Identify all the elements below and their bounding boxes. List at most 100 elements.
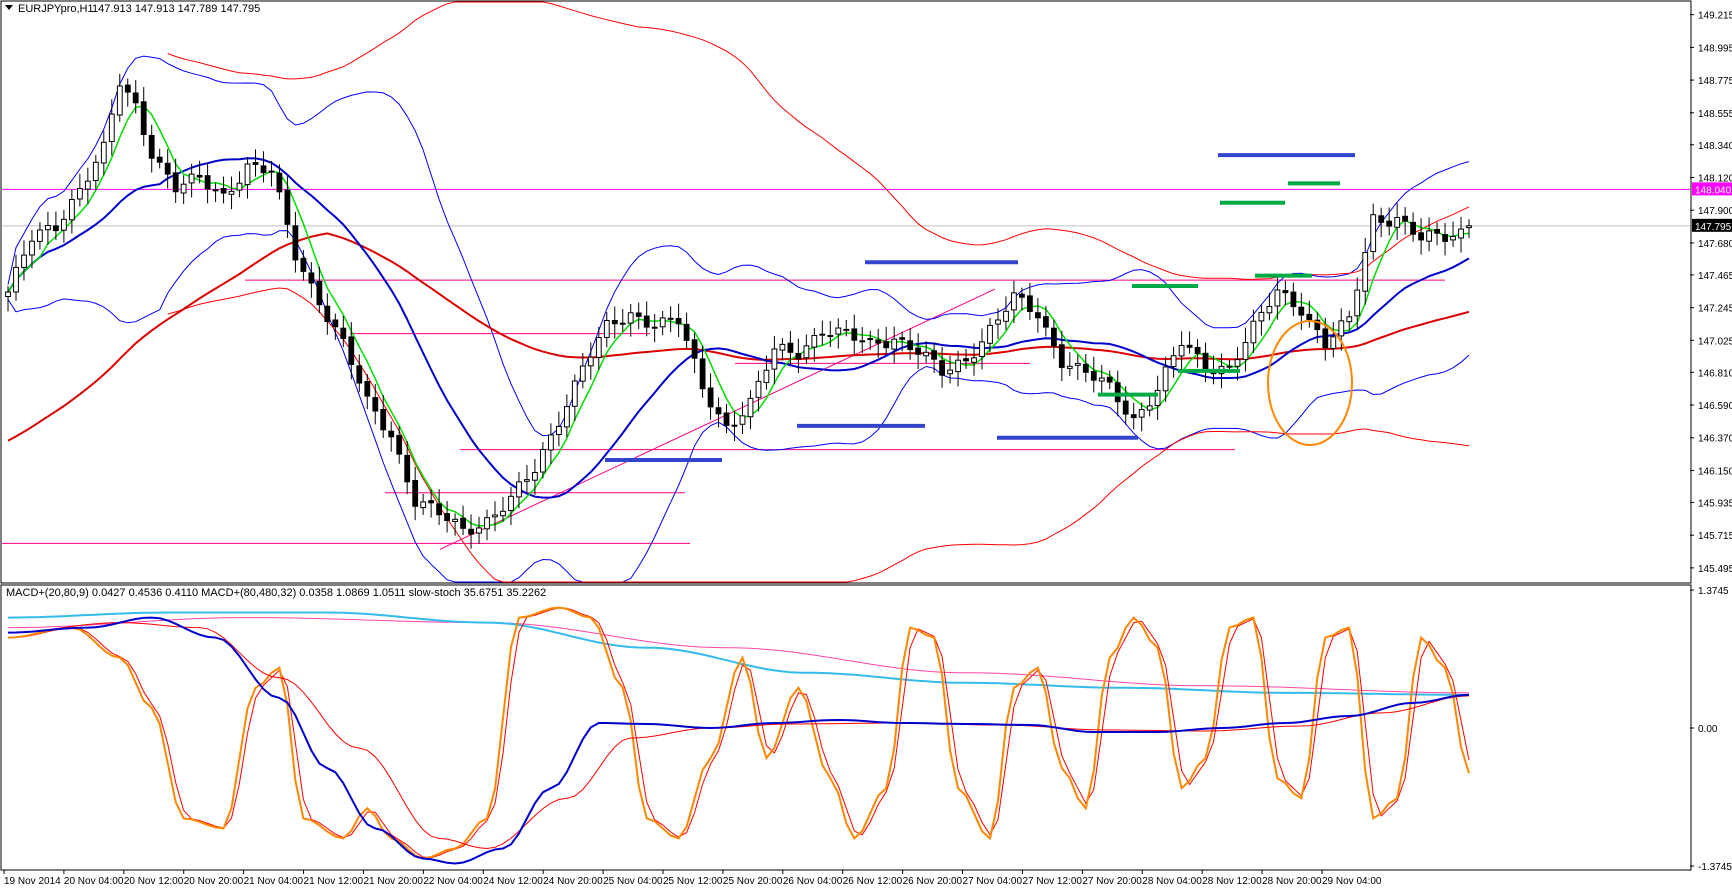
candle-body	[236, 182, 243, 191]
candle	[1450, 221, 1456, 247]
candle-body	[404, 454, 411, 483]
candle	[675, 303, 682, 338]
candle	[995, 308, 1001, 339]
candle-body	[1394, 217, 1401, 228]
candle-body	[1314, 319, 1321, 331]
chart-menu-triangle-icon[interactable]	[5, 5, 13, 10]
candle	[723, 404, 730, 434]
candle	[1082, 353, 1089, 383]
candle	[180, 175, 187, 204]
candle-body	[1242, 342, 1249, 360]
candle-body	[715, 407, 722, 415]
candle-body	[1274, 289, 1281, 307]
candle-body	[1027, 295, 1033, 312]
candle-body	[13, 266, 19, 293]
x-tick-label: 25 Nov 04:00	[603, 876, 663, 887]
candle-body	[899, 337, 906, 340]
candle-body	[1043, 316, 1049, 328]
candle-body	[300, 257, 307, 272]
candle-body	[723, 412, 730, 426]
candle	[236, 171, 243, 198]
candle-body	[1170, 355, 1177, 368]
candle-body	[1450, 236, 1456, 241]
candle-body	[324, 305, 331, 323]
candle-body	[747, 397, 754, 418]
chart-ohlc: 147.913 147.913 147.789 147.795	[92, 3, 260, 15]
candle	[1466, 219, 1472, 239]
candle	[69, 189, 75, 234]
candle-body	[356, 365, 363, 384]
y-tick-label: 147.465	[1698, 271, 1732, 282]
candle	[579, 352, 586, 389]
candle	[132, 80, 139, 114]
candle-body	[476, 527, 482, 534]
candle	[196, 160, 203, 184]
y-tick-label: 147.900	[1698, 206, 1732, 217]
candle-body	[995, 319, 1001, 325]
candle	[843, 319, 850, 337]
candle-body	[428, 500, 435, 504]
candle-body	[1458, 228, 1464, 239]
candle-body	[755, 380, 762, 398]
candle-body	[787, 342, 794, 353]
candle-body	[5, 291, 11, 297]
candle-body	[699, 358, 706, 390]
candle	[1418, 218, 1424, 255]
candle	[739, 401, 746, 435]
candle-body	[691, 339, 698, 359]
macd-fast-line	[7, 616, 1470, 865]
candle-body	[803, 345, 810, 359]
candle-body	[548, 434, 554, 451]
candle-body	[1298, 306, 1305, 316]
candle	[404, 441, 411, 495]
candle	[1442, 222, 1448, 256]
candle	[1298, 292, 1305, 330]
candle	[603, 312, 610, 348]
stoch-line	[7, 606, 1470, 860]
candle	[619, 309, 626, 332]
candle-body	[444, 513, 451, 521]
candle-body	[148, 135, 155, 159]
candle	[907, 328, 914, 360]
candle-body	[92, 161, 99, 182]
candle	[164, 149, 171, 189]
candle-body	[683, 323, 690, 341]
candle	[1338, 308, 1345, 351]
candle-body	[412, 480, 419, 507]
candle	[316, 266, 323, 314]
indicator-plot	[7, 606, 1470, 865]
candle	[1314, 312, 1321, 344]
candle	[244, 157, 251, 199]
candle	[476, 516, 482, 544]
candle-body	[851, 328, 858, 341]
candle-body	[955, 359, 962, 373]
candle	[851, 314, 858, 355]
candle-body	[500, 510, 506, 517]
candle	[1386, 207, 1393, 236]
indicator-axis: 1.3745 0.00 -1.3745	[1690, 586, 1732, 873]
y-tick-label: 145.495	[1698, 564, 1732, 575]
candle-body	[659, 317, 666, 328]
candle-body	[739, 415, 746, 425]
candle	[100, 130, 107, 176]
candle	[500, 496, 506, 522]
y-tick-label: 148.120	[1698, 173, 1732, 184]
y-tick-label: 147.680	[1698, 239, 1732, 250]
candle	[1186, 331, 1193, 354]
candle	[1027, 282, 1033, 320]
candle	[875, 328, 882, 358]
candle	[1090, 356, 1097, 393]
candle	[1106, 370, 1113, 390]
candle	[1154, 375, 1161, 421]
candle	[1354, 277, 1361, 329]
candle-body	[516, 481, 522, 498]
candle-body	[619, 322, 626, 325]
candle-body	[571, 380, 578, 407]
price-plot	[2, 1, 1690, 583]
candle-body	[1162, 366, 1169, 392]
candle	[420, 493, 427, 515]
candle-body	[675, 318, 682, 325]
candle	[1058, 330, 1065, 382]
chart-symbol: EURJPYpro,H1	[18, 3, 94, 15]
lower-band-blue	[7, 230, 1470, 583]
